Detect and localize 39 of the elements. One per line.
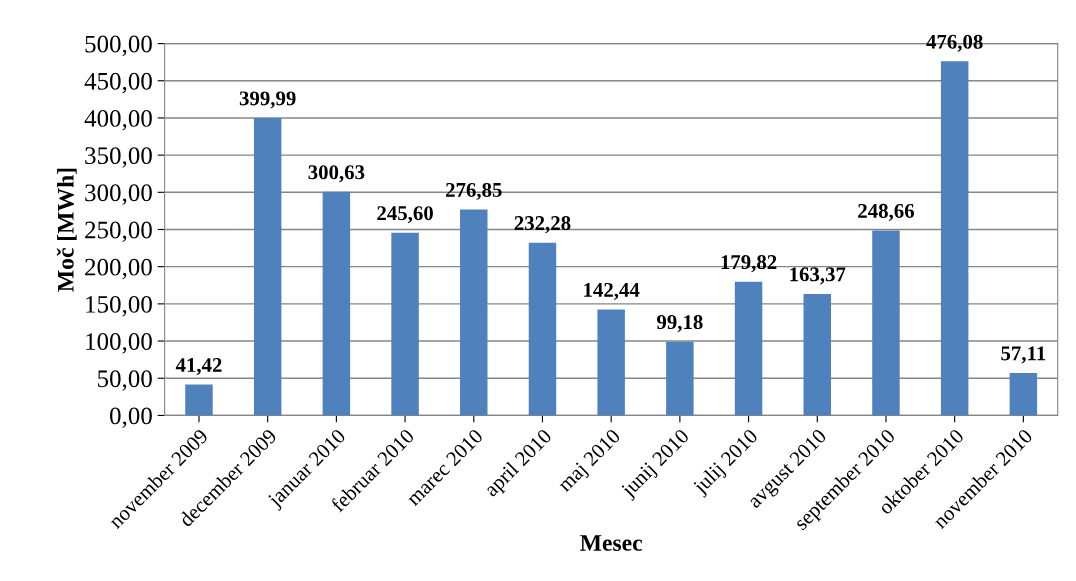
- bar: [1009, 372, 1038, 416]
- bar: [253, 117, 282, 416]
- y-tick-label: 100,00: [86, 333, 152, 354]
- data-label: 245,60: [377, 206, 433, 224]
- bar: [803, 293, 831, 416]
- bar: [528, 242, 557, 416]
- y-tick-label: 0,00: [110, 407, 152, 428]
- y-tick-label: 350,00: [85, 147, 152, 168]
- y-tick-label: 500,00: [85, 35, 152, 57]
- bar: [597, 309, 625, 416]
- y-tick-label: 400,00: [84, 109, 152, 131]
- bar: [185, 384, 213, 416]
- y-axis-title: Moč [MWh]: [56, 168, 77, 292]
- y-tick-label: 450,00: [84, 72, 152, 94]
- data-label: 399,99: [239, 91, 296, 109]
- bar: [940, 61, 969, 416]
- x-axis-title: Mesec: [580, 535, 643, 551]
- data-label: 163,37: [790, 267, 846, 285]
- y-tick-label: 50,00: [98, 370, 152, 391]
- bar: [872, 230, 900, 416]
- data-label: 232,28: [514, 216, 571, 234]
- bar: [734, 281, 763, 416]
- data-label: 99,18: [657, 315, 703, 333]
- y-tick-label: 150,00: [86, 295, 152, 317]
- y-tick-label: 300,00: [85, 184, 152, 205]
- bar: [460, 209, 488, 416]
- bar: [322, 191, 351, 416]
- data-label: 476,08: [926, 34, 983, 52]
- data-label: 142,44: [584, 282, 640, 300]
- y-tick-label: 250,00: [85, 221, 152, 243]
- bar: [391, 232, 419, 416]
- data-label: 41,42: [175, 358, 222, 376]
- data-label: 179,82: [721, 255, 777, 273]
- data-label: 248,66: [858, 203, 914, 221]
- y-tick-label: 200,00: [85, 258, 152, 280]
- bar: [666, 341, 694, 416]
- data-label: 57,11: [1001, 346, 1046, 364]
- data-label: 276,85: [446, 182, 502, 200]
- data-label: 300,63: [308, 165, 365, 183]
